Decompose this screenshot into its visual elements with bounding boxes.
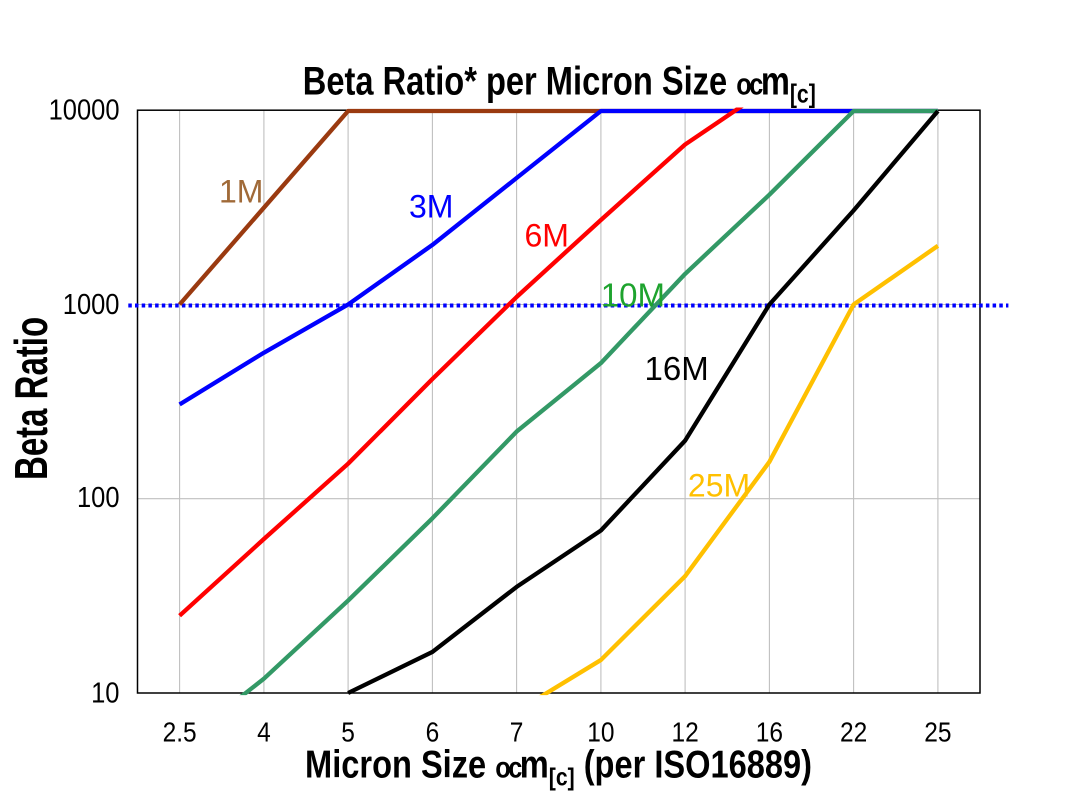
svg-text:16M: 16M <box>645 350 709 387</box>
svg-text:10: 10 <box>91 676 119 709</box>
svg-text:10: 10 <box>587 716 614 748</box>
svg-text:10000: 10000 <box>49 93 120 126</box>
svg-text:16: 16 <box>756 716 783 748</box>
svg-text:3M: 3M <box>409 189 453 225</box>
svg-text:1M: 1M <box>219 174 263 210</box>
svg-text:22: 22 <box>840 716 867 748</box>
svg-text:12: 12 <box>671 716 698 748</box>
svg-text:100: 100 <box>77 480 120 513</box>
svg-text:6: 6 <box>426 716 440 748</box>
svg-text:25: 25 <box>924 716 951 748</box>
svg-text:1000: 1000 <box>63 287 120 320</box>
svg-text:4: 4 <box>257 716 271 748</box>
svg-text:Micron Size ocm[c] (per ISO168: Micron Size ocm[c] (per ISO16889) <box>305 743 812 791</box>
svg-text:5: 5 <box>341 716 355 748</box>
svg-text:7: 7 <box>510 716 524 748</box>
svg-text:2.5: 2.5 <box>163 716 197 748</box>
svg-text:6M: 6M <box>525 218 569 254</box>
svg-text:Beta Ratio* per Micron Size oc: Beta Ratio* per Micron Size ocm[c] <box>303 58 816 109</box>
svg-text:Beta Ratio: Beta Ratio <box>6 317 58 480</box>
svg-text:25M: 25M <box>688 468 750 504</box>
svg-text:10M: 10M <box>601 277 665 314</box>
